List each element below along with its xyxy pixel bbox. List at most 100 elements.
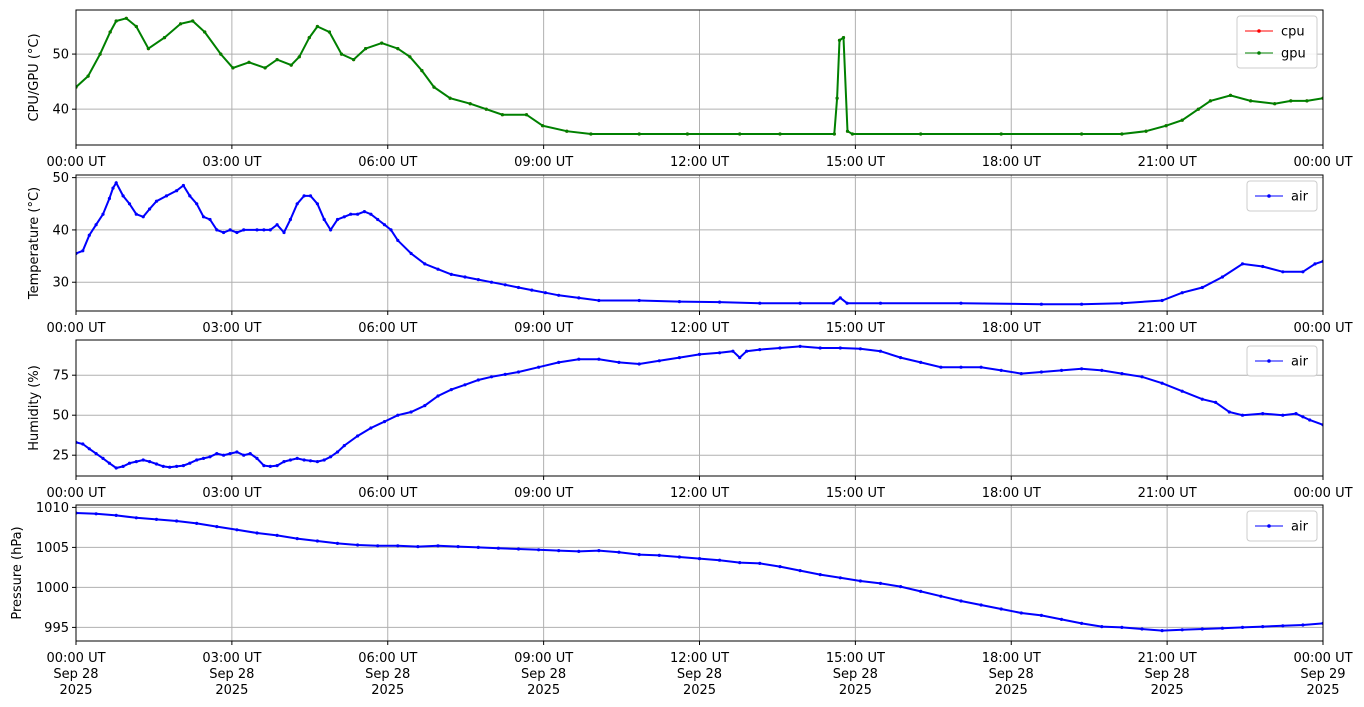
data-point-air (121, 194, 125, 198)
data-point-air (449, 388, 453, 392)
data-point-air (1308, 418, 1312, 422)
data-point-air (208, 455, 212, 459)
data-point-gpu (408, 55, 412, 59)
y-axis-label: Pressure (hPa) (10, 526, 25, 619)
x-tick-label: 18:00 UT (982, 155, 1041, 170)
data-point-air (362, 210, 366, 214)
data-point-air (315, 539, 319, 543)
data-point-air (979, 365, 983, 369)
data-point-air (148, 207, 152, 211)
y-axis-label: Humidity (%) (27, 365, 42, 451)
data-point-air (154, 517, 159, 522)
data-point-air (489, 375, 494, 379)
x-tick-label: 18:00 UT (982, 486, 1041, 501)
legend-label-cpu: cpu (1281, 25, 1305, 40)
data-point-air (101, 212, 105, 216)
y-tick-label: 25 (52, 449, 69, 464)
data-point-air (262, 464, 266, 468)
data-point-gpu (500, 113, 504, 117)
data-point-air (1160, 298, 1164, 303)
x-tick-label: 06:00 UT (358, 321, 417, 336)
data-point-gpu (738, 132, 742, 136)
x-tick-label: 09:00 UT (514, 321, 573, 336)
x-tick-label: 12:00 UT (670, 321, 729, 336)
data-point-gpu (420, 69, 424, 73)
data-point-air (697, 352, 702, 356)
data-point-air (731, 349, 735, 353)
data-point-air (175, 464, 179, 468)
data-point-air (530, 288, 534, 292)
x-tick-label: 21:00 UT (1138, 486, 1197, 501)
x-tick-label: 21:00 UT (1138, 321, 1197, 336)
data-point-air (282, 230, 286, 235)
x-tick-label: 03:00 UT (202, 321, 261, 336)
data-point-air (195, 521, 199, 526)
data-point-gpu (124, 16, 128, 20)
data-point-gpu (1208, 99, 1212, 103)
data-point-air (778, 346, 782, 350)
data-point-air (396, 544, 400, 548)
data-point-air (899, 585, 903, 589)
chart-panel-3: 995 1000 1005 1010 00:00 UT Sep 28 2025 03:00 U… (10, 501, 1353, 698)
data-point-air (295, 202, 299, 206)
x-tick-label: 15:00 UT (826, 321, 885, 336)
data-point-air (979, 603, 983, 607)
data-point-gpu (778, 132, 782, 136)
data-point-air (1220, 275, 1224, 279)
data-point-air (127, 461, 132, 465)
data-point-air (637, 362, 641, 366)
data-point-air (878, 581, 883, 586)
y-tick-label: 995 (44, 621, 69, 636)
data-point-air (878, 349, 883, 353)
y-tick-label: 1005 (36, 541, 69, 556)
data-point-air (557, 549, 561, 553)
data-point-air (302, 194, 306, 198)
x-tick-label: 06:00 UT Sep 28 2025 (358, 651, 417, 698)
data-point-air (268, 464, 272, 468)
data-point-air (1301, 415, 1305, 419)
data-point-gpu (108, 30, 112, 34)
data-point-air (215, 452, 219, 456)
data-point-air (838, 346, 842, 350)
legend-label-air: air (1291, 190, 1309, 205)
data-point-air (745, 349, 749, 353)
data-point-gpu (999, 132, 1003, 136)
data-point-air (919, 589, 923, 594)
x-tick-label: 00:00 UT (46, 321, 105, 336)
data-point-air (1019, 611, 1023, 615)
data-point-air (818, 346, 822, 350)
data-point-air (335, 217, 340, 222)
y-tick-label: 50 (52, 409, 69, 424)
x-tick-label: 15:00 UT (826, 155, 885, 170)
data-point-gpu (1249, 99, 1253, 103)
data-point-air (577, 357, 581, 361)
data-point-air (577, 549, 581, 554)
data-point-air (798, 569, 802, 573)
chart-panel-0: 40 50 00:00 UT 03:00 UT 06:00 UT 09:00 UT 12:0… (27, 9, 1353, 170)
data-point-gpu (352, 58, 356, 62)
data-point-air (389, 228, 393, 232)
series-air (76, 344, 1323, 470)
data-point-air (396, 413, 400, 417)
data-point-gpu (263, 66, 267, 70)
data-point-air (342, 215, 346, 219)
x-tick-label: 06:00 UT (358, 155, 417, 170)
data-point-air (228, 452, 232, 456)
data-point-gpu (162, 36, 167, 40)
data-point-air (959, 599, 963, 603)
data-point-air (463, 275, 467, 279)
data-point-air (335, 541, 340, 546)
data-point-gpu (179, 22, 183, 26)
data-point-air (94, 452, 98, 456)
data-point-air (302, 458, 306, 462)
data-point-air (738, 561, 742, 565)
x-tick-label: 18:00 UT (982, 321, 1041, 336)
data-point-air (288, 217, 292, 222)
data-point-air (1160, 629, 1164, 633)
data-point-gpu (203, 30, 207, 34)
data-point-air (168, 465, 172, 469)
data-point-air (778, 565, 782, 569)
data-point-air (382, 223, 387, 227)
legend-marker-air (1267, 359, 1271, 363)
